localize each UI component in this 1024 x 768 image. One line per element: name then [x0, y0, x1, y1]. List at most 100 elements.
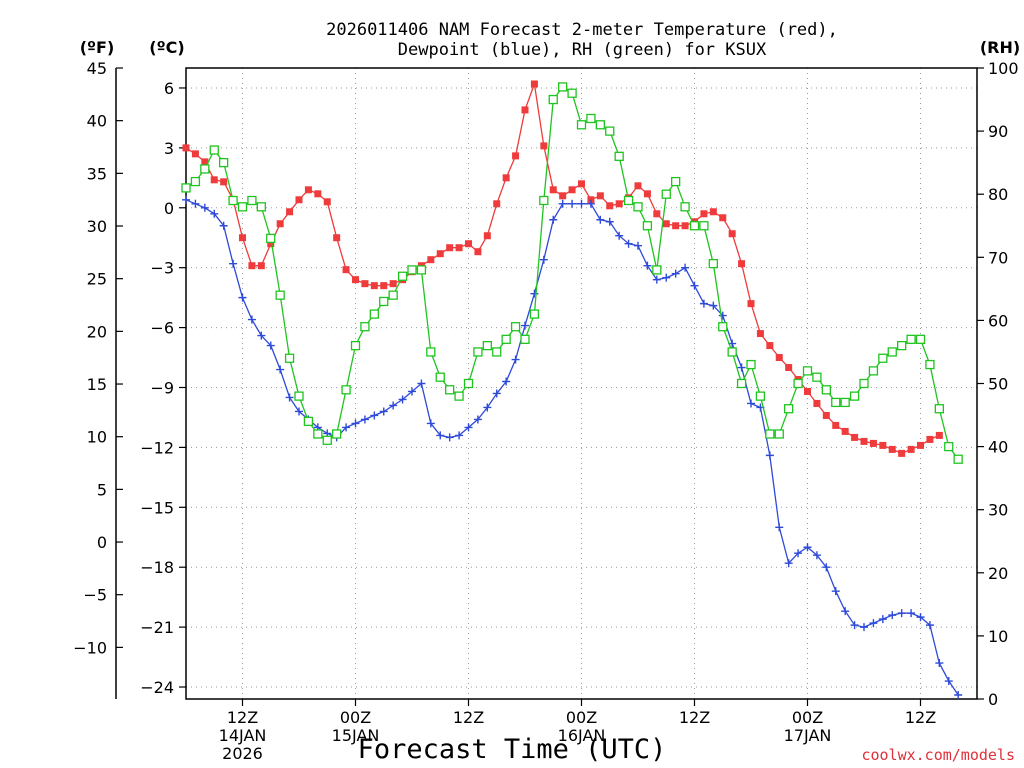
chart-title-line1: 2026011406 NAM Forecast 2-meter Temperat…: [326, 20, 838, 40]
rh-point: [501, 334, 511, 344]
rh-tick-label-3: 30: [988, 501, 1008, 520]
celsius-tick-label-2: −18: [140, 558, 174, 577]
dewpoint-point: [568, 199, 577, 208]
dewpoint-point: [605, 217, 614, 226]
rh-point: [256, 202, 266, 212]
rh-point: [416, 265, 427, 275]
dewpoint-point: [389, 401, 398, 410]
rh-point: [200, 164, 210, 174]
rh-point: [529, 309, 540, 319]
celsius-tick-label-1: −21: [140, 618, 174, 637]
temperature-point: [248, 262, 256, 270]
dewpoint-point: [229, 259, 238, 268]
time-tick-label-6-1: 12Z: [905, 708, 936, 727]
temperature-point: [389, 280, 397, 288]
rh-point: [548, 94, 558, 105]
temperature-point: [267, 240, 275, 248]
dewpoint-point: [709, 301, 718, 310]
time-tick-label-3-2: 16JAN: [558, 726, 606, 745]
rh-point: [944, 441, 954, 452]
time-tick-label-0-2: 14JAN: [219, 726, 267, 745]
dewpoint-point: [784, 559, 793, 568]
temperature-point: [549, 186, 557, 194]
dewpoint-point: [342, 423, 351, 432]
rh-tick-label-2: 20: [988, 564, 1008, 583]
rh-point: [906, 334, 916, 344]
dewpoint-point: [944, 677, 953, 686]
rh-point: [708, 258, 718, 269]
temperature-point: [380, 282, 388, 290]
rh-point: [831, 397, 841, 408]
dewpoint-point: [285, 393, 294, 402]
celsius-tick-label-6: −6: [150, 319, 174, 338]
dewpoint-point: [238, 293, 247, 302]
rh-point: [953, 454, 963, 464]
temperature-point: [926, 435, 934, 443]
temperature-point: [286, 208, 294, 216]
celsius-tick-label-4: −12: [140, 438, 174, 457]
temperature-point: [295, 196, 303, 204]
temperature-point: [314, 190, 322, 198]
fahrenheit-tick-label-4: 10: [87, 428, 107, 447]
temperature-point: [540, 142, 548, 150]
rh-point: [642, 221, 653, 231]
temperature-point: [446, 244, 454, 252]
dewpoint-point: [624, 239, 633, 248]
celsius-tick-label-5: −9: [150, 378, 174, 397]
dewpoint-point: [935, 659, 944, 668]
temperature-point: [832, 421, 840, 429]
dewpoint-point: [662, 273, 671, 282]
series-rh: [181, 82, 963, 464]
temperature-point: [220, 178, 228, 186]
rh-point: [840, 397, 850, 408]
dewpoint-point: [634, 241, 642, 250]
rh-point: [727, 347, 737, 357]
dewpoint-point: [266, 341, 275, 350]
rh-point: [510, 322, 521, 332]
temperature-point: [465, 240, 472, 248]
rh-point: [897, 340, 907, 351]
dewpoint-point: [549, 215, 558, 224]
temperature-point: [869, 439, 877, 447]
dewpoint-point: [841, 607, 850, 616]
time-tick-label-1-2: 15JAN: [332, 726, 380, 745]
temperature-point: [323, 198, 331, 206]
dewpoint-point: [445, 433, 454, 442]
fahrenheit-tick-label-2: 0: [97, 533, 107, 552]
temperature-point: [304, 186, 312, 194]
dewpoint-point: [455, 431, 464, 440]
temperature-point: [370, 282, 378, 290]
fahrenheit-tick-label-6: 20: [87, 322, 107, 341]
fahrenheit-tick-label-3: 5: [97, 480, 107, 499]
rh-point: [350, 340, 361, 351]
dewpoint-point: [794, 549, 803, 558]
rh-point: [303, 416, 314, 427]
rh-tick-label-1: 10: [988, 627, 1008, 646]
dewpoint-point: [803, 543, 812, 552]
rh-point: [605, 126, 615, 136]
rh-point: [492, 347, 502, 357]
temperature-point: [775, 354, 783, 362]
rh-point: [821, 385, 831, 395]
rh-point: [228, 195, 238, 206]
rh-point: [379, 296, 389, 307]
temperature-point: [239, 234, 246, 242]
rh-point: [915, 334, 926, 344]
temperature-point: [738, 260, 746, 268]
time-tick-label-3-1: 00Z: [566, 708, 597, 727]
dewpoint-point: [577, 199, 586, 208]
temperature-point: [352, 276, 359, 284]
dewpoint-point: [925, 621, 934, 630]
temperature-point: [201, 158, 209, 166]
time-tick-label-0-3: 2026: [222, 744, 263, 763]
temperature-point: [182, 144, 190, 152]
time-tick-label-4-1: 12Z: [679, 708, 710, 727]
dewpoint-point: [747, 399, 755, 408]
rh-point: [887, 347, 897, 357]
rh-point: [878, 353, 888, 363]
rh-point: [247, 195, 257, 206]
dewpoint-point: [869, 619, 878, 628]
rh-point: [623, 195, 634, 206]
temperature-point: [822, 411, 830, 419]
celsius-unit-label: (ºC): [149, 38, 184, 57]
